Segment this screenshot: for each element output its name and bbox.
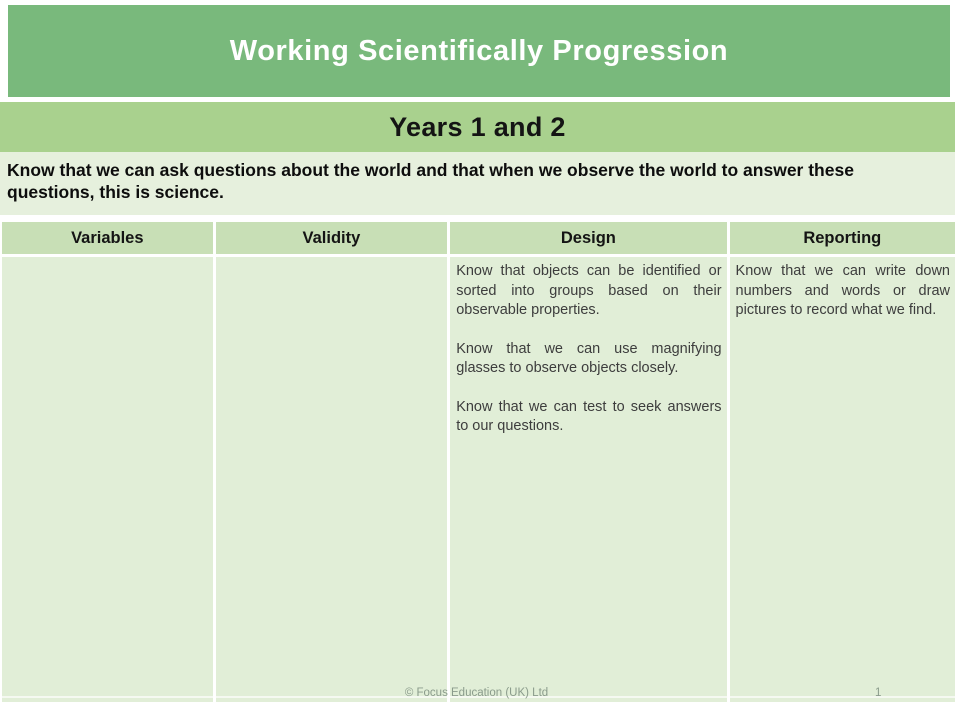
subtitle-text: Years 1 and 2 [389,111,566,142]
progression-table: Variables Validity Design Reporting Know… [2,222,955,702]
table-bottom-divider [2,696,955,698]
cell-paragraph: Know that we can use magnifying glasses … [456,340,722,377]
cell-variables [2,257,213,702]
cell-reporting: Know that we can write down numbers and … [729,257,955,702]
title-banner: Working Scientifically Progression [8,5,950,97]
cell-paragraph: Know that we can test to seek answers to… [456,398,722,435]
cell-paragraph: Know that objects can be identified or s… [456,263,722,319]
column-header-design: Design [450,222,727,254]
footer-page-number: 1 [875,687,882,699]
intro-statement: Know that we can ask questions about the… [7,160,854,203]
column-header-validity: Validity [215,222,448,254]
column-header-variables: Variables [2,222,213,254]
intro-band: Know that we can ask questions about the… [0,152,955,215]
column-header-reporting: Reporting [729,222,955,254]
cell-paragraph: Know that we can write down numbers and … [735,263,950,319]
subtitle-banner: Years 1 and 2 [0,102,955,152]
footer-copyright: © Focus Education (UK) Ltd [404,687,549,699]
cell-design: Know that objects can be identified or s… [450,257,727,702]
page-title: Working Scientifically Progression [229,34,729,67]
cell-validity [215,257,448,702]
